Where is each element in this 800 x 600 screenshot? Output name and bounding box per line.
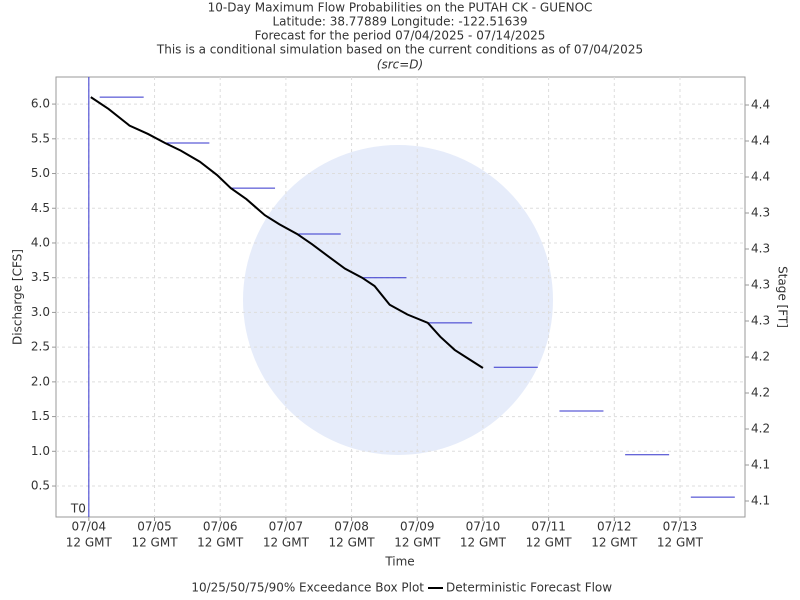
y2-tick-label: 4.2 — [751, 350, 770, 364]
y2-axis-label: Stage [FT] — [776, 266, 790, 328]
y2-tick-label: 4.4 — [751, 134, 770, 148]
x-tick-label: 07/13 — [663, 520, 698, 534]
x-tick-label: 07/09 — [400, 520, 435, 534]
x-tick-label: 07/04 — [72, 520, 107, 534]
x-tick-label: 12 GMT — [263, 536, 310, 550]
x-tick-label: 12 GMT — [657, 536, 704, 550]
t0-label: T0 — [70, 502, 86, 516]
subtitle: Latitude: 38.77889 Longitude: -122.51639 — [272, 15, 527, 29]
legend-label: 10/25/50/75/90% Exceedance Box Plot — [191, 581, 424, 595]
x-tick-label: 07/05 — [137, 520, 172, 534]
y2-tick-label: 4.3 — [751, 242, 770, 256]
x-tick-label: 07/08 — [334, 520, 369, 534]
y-tick-label: 1.0 — [31, 444, 50, 458]
x-axis-label: Time — [384, 555, 414, 569]
x-tick-label: 07/06 — [203, 520, 238, 534]
x-tick-label: 07/11 — [531, 520, 566, 534]
x-tick-label: 12 GMT — [197, 536, 244, 550]
x-tick-label: 12 GMT — [394, 536, 441, 550]
y-axis-label: Discharge [CFS] — [11, 249, 25, 345]
flow-line — [90, 96, 484, 369]
subtitle: Forecast for the period 07/04/2025 - 07/… — [255, 29, 546, 43]
y-tick-label: 5.0 — [31, 166, 50, 180]
y-tick-label: 6.0 — [31, 97, 50, 111]
y2-tick-label: 4.2 — [751, 386, 770, 400]
y2-tick-label: 4.3 — [751, 206, 770, 220]
y-tick-label: 2.5 — [31, 340, 50, 354]
y-tick-label: 1.5 — [31, 409, 50, 423]
x-tick-label: 12 GMT — [66, 536, 113, 550]
y2-tick-label: 4.3 — [751, 278, 770, 292]
x-tick-label: 12 GMT — [591, 536, 638, 550]
x-tick-label: 12 GMT — [131, 536, 178, 550]
subtitle: (src=D) — [377, 58, 423, 72]
y-tick-label: 3.5 — [31, 270, 50, 284]
y2-tick-label: 4.4 — [751, 170, 770, 184]
y-tick-label: 0.5 — [31, 479, 50, 493]
x-tick-label: 12 GMT — [460, 536, 507, 550]
x-tick-label: 12 GMT — [329, 536, 376, 550]
y2-tick-label: 4.2 — [751, 422, 770, 436]
y2-tick-label: 4.1 — [751, 494, 770, 508]
y2-tick-label: 4.3 — [751, 314, 770, 328]
x-tick-label: 07/12 — [597, 520, 632, 534]
y-tick-label: 3.0 — [31, 305, 50, 319]
y-tick-label: 2.0 — [31, 374, 50, 388]
y2-tick-label: 4.4 — [751, 98, 770, 112]
y-tick-label: 5.5 — [31, 131, 50, 145]
subtitle: This is a conditional simulation based o… — [156, 43, 643, 57]
y-tick-label: 4.5 — [31, 201, 50, 215]
chart-title: 10-Day Maximum Flow Probabilities on the… — [208, 1, 593, 15]
x-tick-label: 12 GMT — [526, 536, 573, 550]
watermark — [243, 145, 553, 455]
x-tick-label: 07/10 — [466, 520, 501, 534]
x-tick-label: 07/07 — [269, 520, 304, 534]
y-tick-label: 4.0 — [31, 235, 50, 249]
y2-tick-label: 4.1 — [751, 458, 770, 472]
legend-label: Deterministic Forecast Flow — [446, 581, 612, 595]
